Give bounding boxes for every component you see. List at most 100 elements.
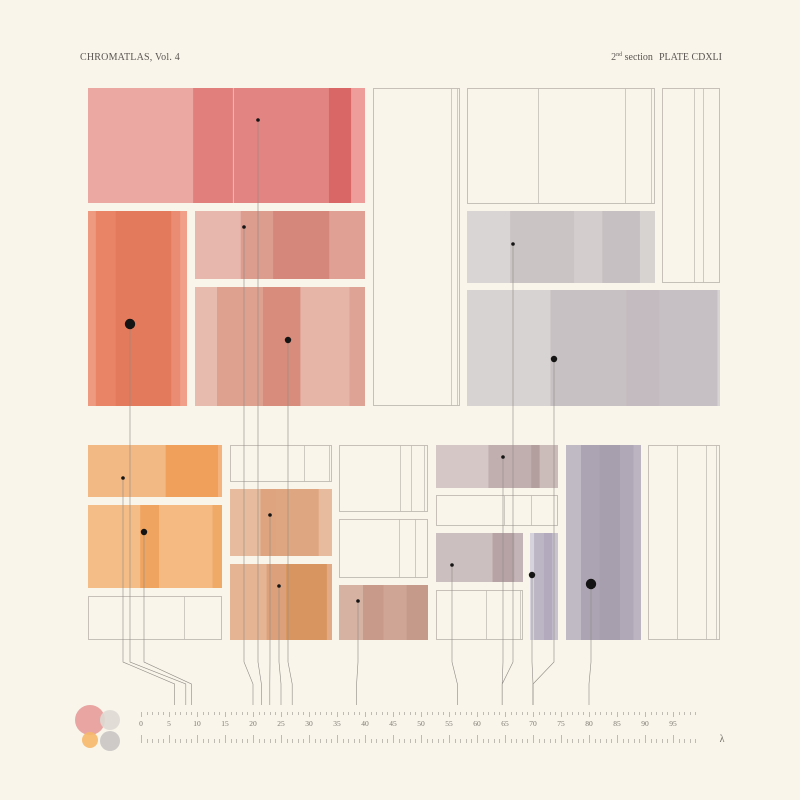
section-number: 2 [611,52,617,63]
axis-tick-label: 45 [389,719,397,728]
cell-band [193,88,233,203]
axis-tick-label: 90 [641,719,649,728]
cell-band [195,211,241,279]
leader-line-S [501,457,504,705]
marker-dot-U [450,563,454,567]
cell-band [351,88,365,203]
cell-band [318,489,332,556]
cell-band [326,564,332,640]
axis-tick-label: 5 [167,719,171,728]
cell-band [266,564,287,640]
cell-outline [88,596,222,640]
cell-band [552,533,558,640]
cell-C [195,211,365,279]
leader-line-V [531,575,534,705]
cell-S [436,445,558,488]
cell-band [539,445,558,488]
axis-tick-label: 40 [361,719,369,728]
cell-band [363,585,384,640]
axis-tick-label: 25 [277,719,285,728]
cell-band [717,290,720,406]
plate-number: PLATE CDXLI [658,52,722,63]
cell-F [467,88,655,204]
leader-line-U [451,565,458,705]
cell-band [232,88,329,203]
cell-M [230,445,332,482]
cell-band [406,585,428,640]
marker-dot-X [585,578,597,590]
cell-R [339,585,428,640]
axis-tick-label: 75 [557,719,565,728]
leader-line-X [588,584,592,705]
legend-swatch-2 [82,732,98,748]
marker-dot-J [121,476,125,480]
legend [75,705,120,751]
cell-outline [467,88,655,204]
cell-E [373,88,460,406]
axis-tick-label: 55 [445,719,453,728]
cell-band [171,211,181,406]
cell-band [275,489,319,556]
axis-tick-label: 70 [529,719,537,728]
legend-swatch-1 [100,710,120,730]
cell-X [566,445,641,640]
cell-outline [436,495,558,526]
cell-band [633,445,641,640]
cell-band [436,445,489,488]
leader-line-J [122,478,175,705]
leader-line-I [532,359,555,705]
cell-D [195,287,365,406]
cell-band [566,445,581,640]
leader-line-O [278,586,282,705]
cell-band [436,533,493,582]
marker-dot-S [501,455,505,459]
cell-band [140,505,160,588]
cell-U [436,533,523,582]
cell-band [349,287,365,406]
cell-O [230,564,332,640]
marker-dot-B [124,318,136,330]
axis-tick-label: 20 [249,719,257,728]
marker-dot-N [268,513,272,517]
cell-band [544,533,553,640]
marker-dot-C [242,225,246,229]
cell-band [240,211,274,279]
cell-band [95,211,116,406]
cell-band [339,585,364,640]
section-suffix: nd [616,52,623,58]
axis-tick-label: 15 [221,719,229,728]
cell-band [581,445,600,640]
cell-K [88,505,222,588]
cell-N [230,489,332,556]
cell-band [492,533,515,582]
cell-band [467,211,511,283]
cell-outline [230,445,332,482]
cell-outline [662,88,720,283]
leader-line-A [257,120,262,705]
series-title: CHROMATLAS, Vol. 4 [80,52,180,63]
cell-band [273,211,330,279]
leader-lines-layer [122,120,592,705]
legend-swatch-3 [100,731,120,751]
axis-tick-label: 10 [193,719,201,728]
marker-dot-A [256,118,260,122]
cell-L [88,596,222,640]
cell-outline [339,445,428,512]
leader-line-R [356,601,359,705]
cell-band [574,211,603,283]
leader-line-K [143,532,192,705]
cell-band [159,505,213,588]
cell-band [514,533,523,582]
cell-B [88,211,187,406]
marker-dot-R [356,599,360,603]
axis-tick-label: 30 [305,719,313,728]
marker-dot-K [140,528,148,536]
cell-band [286,564,327,640]
cell-outline [373,88,460,406]
cell-band [383,585,407,640]
leader-line-B [129,324,187,705]
cell-band [212,505,222,588]
cell-band [659,290,718,406]
cell-band [639,211,655,283]
